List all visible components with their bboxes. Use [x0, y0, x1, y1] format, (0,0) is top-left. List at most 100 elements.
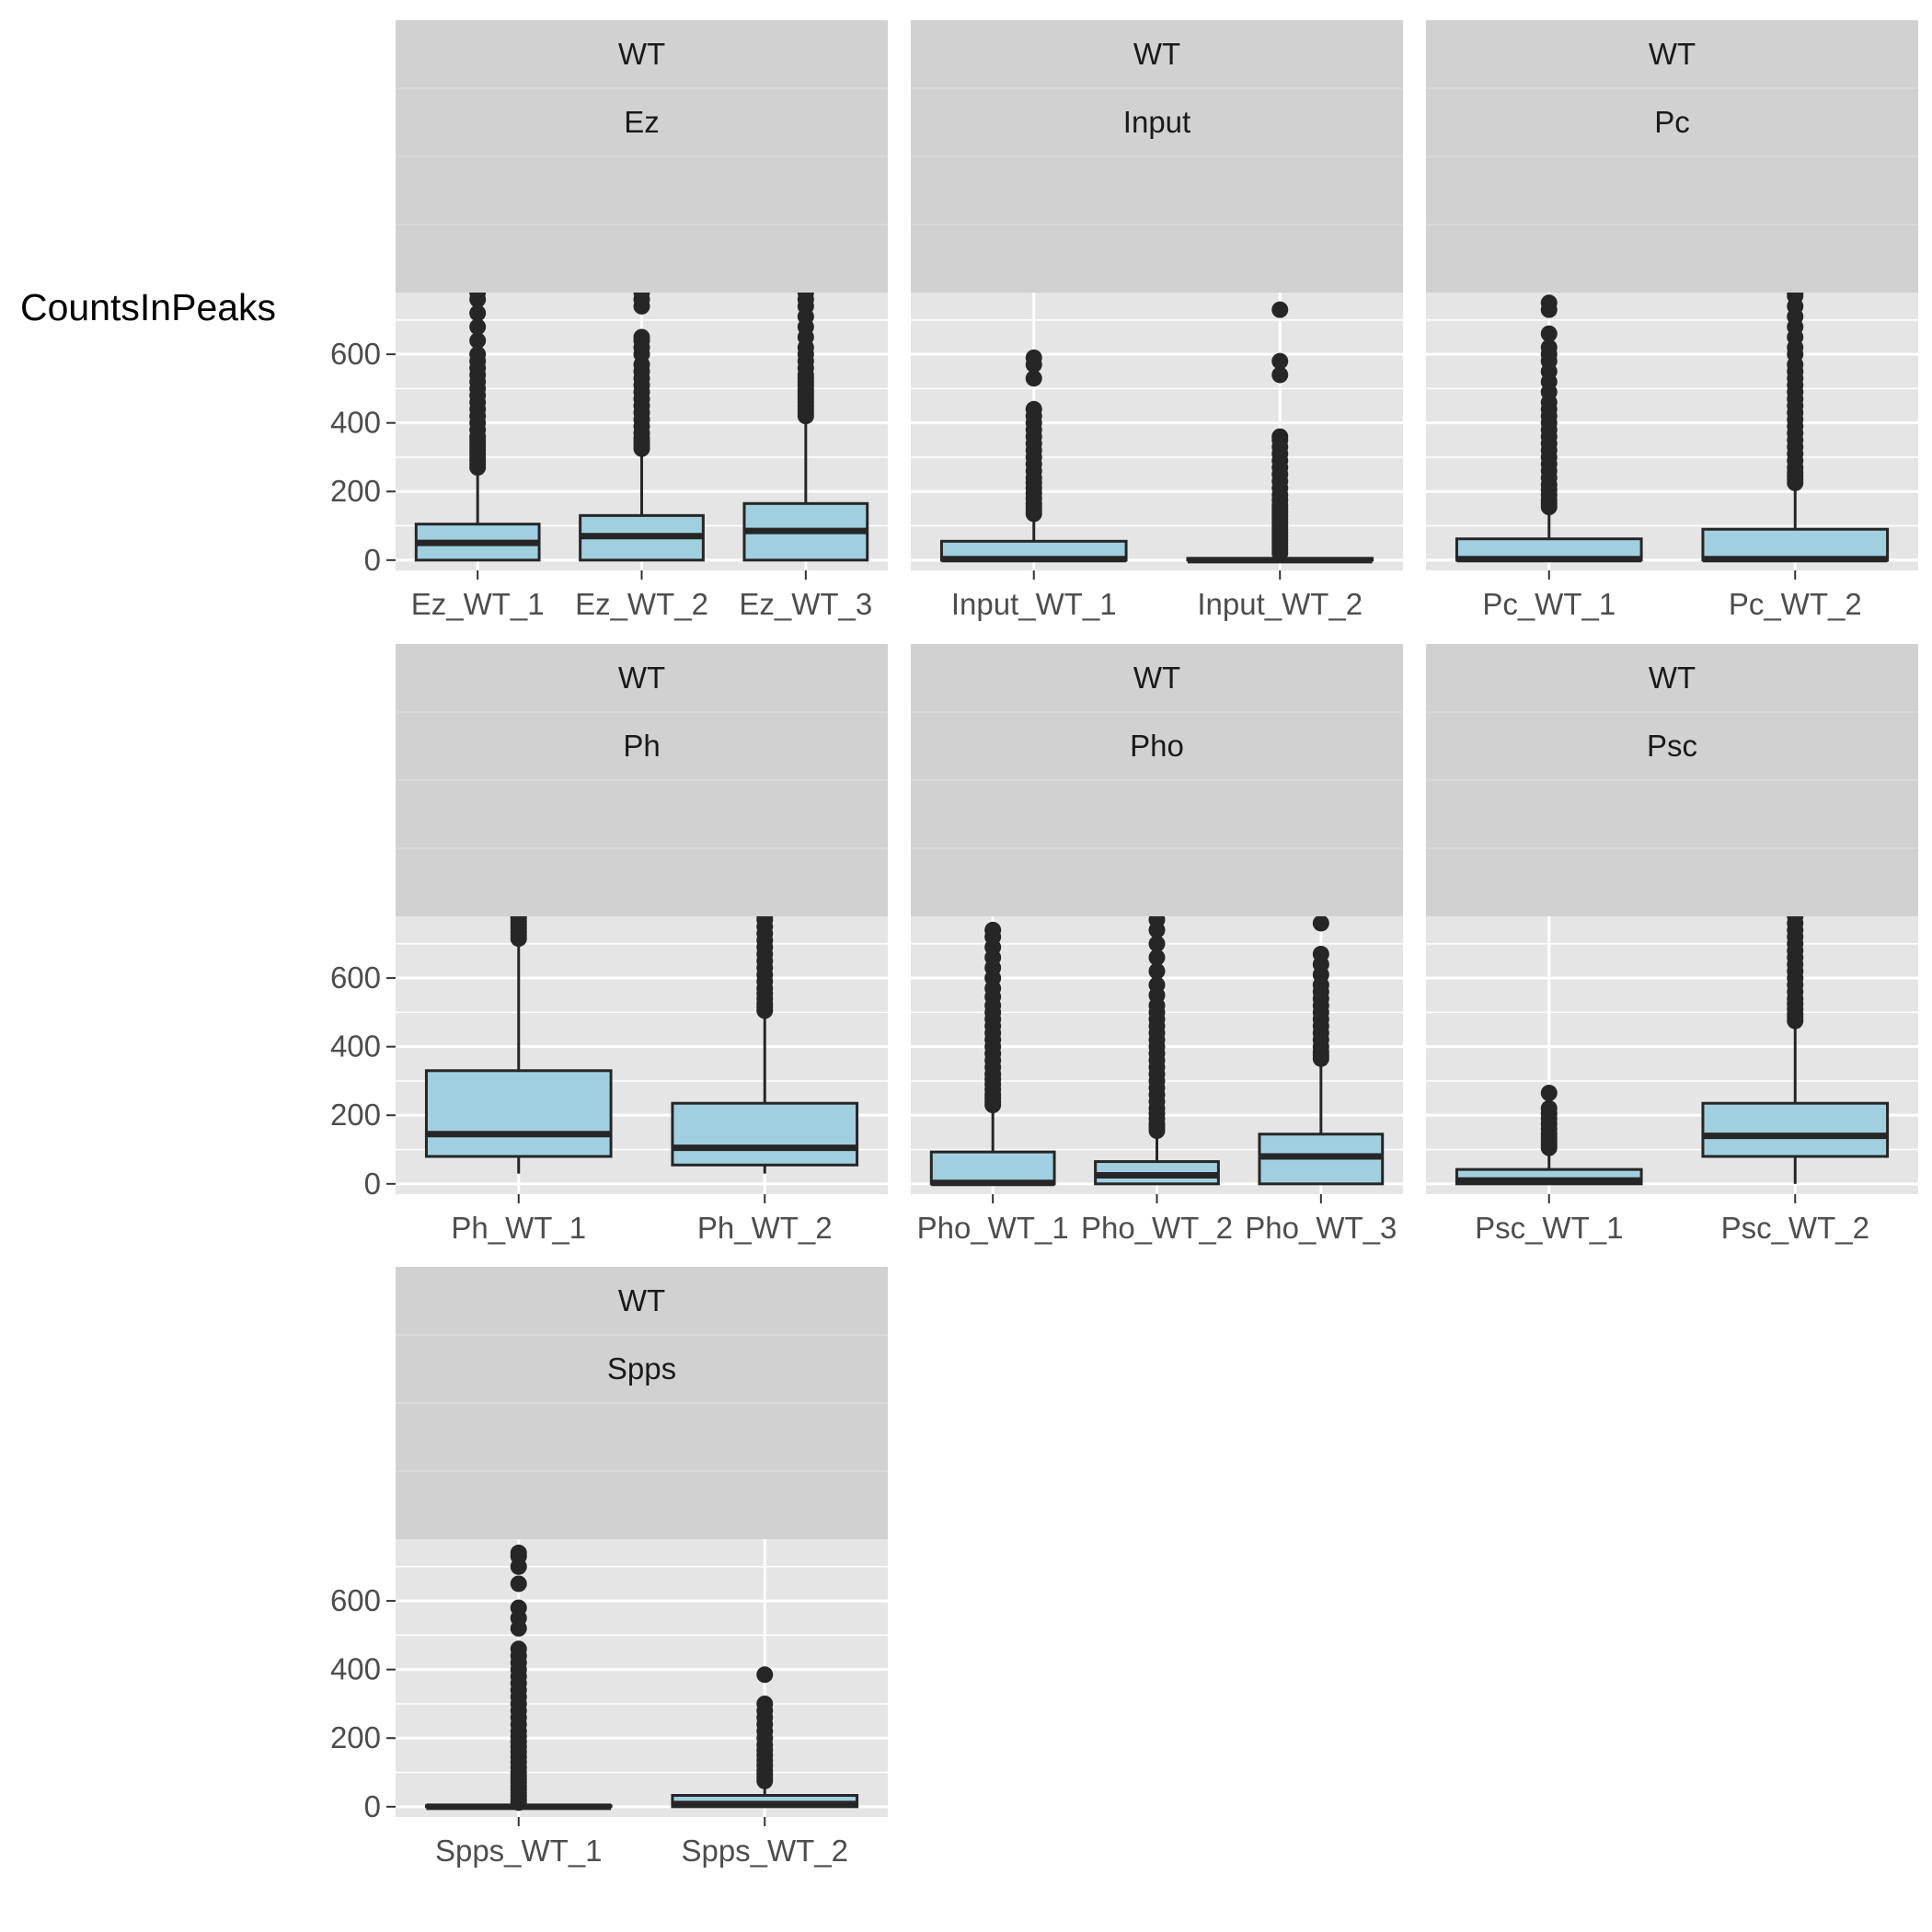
strip-label: Pc	[1654, 105, 1690, 139]
outlier-point	[1271, 366, 1289, 384]
outlier-point	[1271, 428, 1289, 445]
y-tick-label: 400	[330, 406, 381, 440]
facet-panel: WT Input Input_WT_1 Input_WT_2	[911, 20, 1403, 621]
x-tick-label: Psc_WT_2	[1721, 1211, 1869, 1245]
strip-label: Psc	[1647, 729, 1697, 763]
box-body	[424, 1069, 613, 1158]
x-tick-label: Pc_WT_1	[1482, 587, 1616, 621]
box-Spps_WT_2	[671, 1666, 859, 1809]
box-Ez_WT_2	[579, 284, 705, 562]
outlier-point	[469, 305, 487, 322]
y-tick-label: 0	[364, 543, 381, 577]
x-tick-label: Input_WT_1	[951, 587, 1117, 621]
box-Psc_WT_2	[1701, 908, 1890, 1184]
box-body	[671, 1101, 859, 1167]
outlier-point	[756, 1666, 774, 1684]
outlier-point	[1271, 352, 1289, 370]
facet-panel: WT Psc Psc_WT_1 Psc_WT_2	[1426, 644, 1918, 1245]
x-tick-label: Ez_WT_3	[739, 587, 872, 621]
strip-label: Ph	[623, 729, 660, 763]
x-tick-label: Ez_WT_1	[411, 587, 545, 621]
outlier-point	[1271, 301, 1289, 318]
strip-label: WT	[618, 661, 665, 695]
panel-background	[1426, 293, 1918, 570]
x-tick-label: Pho_WT_3	[1245, 1211, 1397, 1245]
outlier-point	[1148, 962, 1166, 980]
box-Input_WT_2	[1186, 301, 1374, 564]
box-Spps_WT_1	[424, 1544, 613, 1811]
box-Ez_WT_1	[414, 284, 541, 562]
outlier-point	[1540, 294, 1558, 312]
strip-label: WT	[618, 1283, 665, 1317]
y-tick-label: 200	[330, 1720, 381, 1754]
box-Input_WT_1	[939, 349, 1128, 563]
y-axis-label: CountsInPeaks	[20, 286, 276, 328]
outlier-point	[469, 346, 487, 363]
outlier-point	[1148, 949, 1166, 966]
y-tick-label: 200	[330, 474, 381, 508]
strip-label: WT	[1649, 661, 1696, 695]
panel-background	[396, 1539, 888, 1817]
x-tick-label: Ph_WT_2	[697, 1211, 833, 1245]
outlier-point	[1312, 946, 1329, 963]
outlier-point	[1148, 935, 1166, 952]
outlier-point	[633, 328, 650, 346]
x-tick-label: Spps_WT_1	[435, 1834, 603, 1868]
y-tick-label: 0	[364, 1789, 381, 1823]
box-body	[929, 1150, 1056, 1186]
x-tick-label: Pho_WT_2	[1081, 1211, 1233, 1245]
facet-panel: 0 200 400 600 WT Ez Ez_WT_1 Ez_WT_2 Ez_WT_3	[330, 20, 888, 621]
panel-background	[911, 293, 1403, 570]
box-Pho_WT_2	[1094, 911, 1220, 1186]
x-tick-label: Input_WT_2	[1197, 587, 1363, 621]
y-tick-label: 400	[330, 1029, 381, 1064]
outlier-point	[469, 318, 487, 336]
x-tick-label: Pho_WT_1	[917, 1211, 1069, 1245]
outlier-point	[1025, 370, 1042, 387]
strip-label: WT	[1133, 37, 1180, 71]
y-tick-label: 400	[330, 1652, 381, 1686]
outlier-point	[1312, 914, 1329, 932]
y-tick-label: 600	[330, 337, 381, 371]
facets-layer: 0 200 400 600 WT Ez Ez_WT_1 Ez_WT_2 Ez_WT_3 WT Inp…	[330, 20, 1918, 1868]
facet-panel: WT Pc Pc_WT_1 Pc_WT_2	[1426, 20, 1918, 621]
outlier-point	[510, 1544, 527, 1561]
facet-panel: WT Pho Pho_WT_1 Pho_WT_2 Pho_WT_3	[911, 644, 1403, 1245]
box-Pc_WT_2	[1701, 284, 1890, 563]
y-tick-label: 600	[330, 960, 381, 995]
x-tick-label: Psc_WT_1	[1475, 1211, 1623, 1245]
strip-label: WT	[1133, 661, 1180, 695]
outlier-point	[984, 921, 1002, 938]
outlier-point	[510, 1575, 527, 1593]
strip-label: Spps	[607, 1351, 676, 1386]
facet-panel: 0 200 400 600 WT Ph Ph_WT_1 Ph_WT_2	[330, 644, 888, 1245]
strip-label: Input	[1123, 105, 1190, 139]
facet-panel: 0 200 400 600 WT Spps Spps_WT_1 Spps_WT_2	[330, 1267, 888, 1868]
strip-label: Ez	[624, 105, 660, 139]
box-Psc_WT_1	[1455, 1085, 1643, 1186]
box-Pho_WT_3	[1258, 914, 1385, 1186]
y-tick-label: 600	[330, 1583, 381, 1617]
box-body	[1701, 527, 1890, 562]
x-tick-label: Spps_WT_2	[681, 1834, 848, 1868]
box-Ph_WT_2	[671, 908, 859, 1174]
y-tick-label: 0	[364, 1167, 381, 1201]
outlier-point	[1540, 325, 1558, 342]
box-Pho_WT_1	[929, 921, 1056, 1187]
x-tick-label: Ph_WT_1	[451, 1211, 586, 1245]
box-Pc_WT_1	[1455, 294, 1643, 563]
outlier-point	[1025, 400, 1042, 418]
outlier-point	[510, 1599, 527, 1616]
strip-label: WT	[618, 37, 665, 71]
outlier-point	[1540, 1099, 1558, 1117]
outlier-point	[510, 1640, 527, 1658]
strip-label: Pho	[1130, 729, 1184, 763]
outlier-point	[1540, 339, 1558, 356]
box-body	[1701, 1101, 1890, 1158]
box-Ez_WT_3	[742, 284, 869, 562]
outlier-point	[469, 332, 487, 350]
outlier-point	[1148, 976, 1166, 994]
outlier-point	[1025, 349, 1042, 366]
x-tick-label: Pc_WT_2	[1729, 587, 1862, 621]
